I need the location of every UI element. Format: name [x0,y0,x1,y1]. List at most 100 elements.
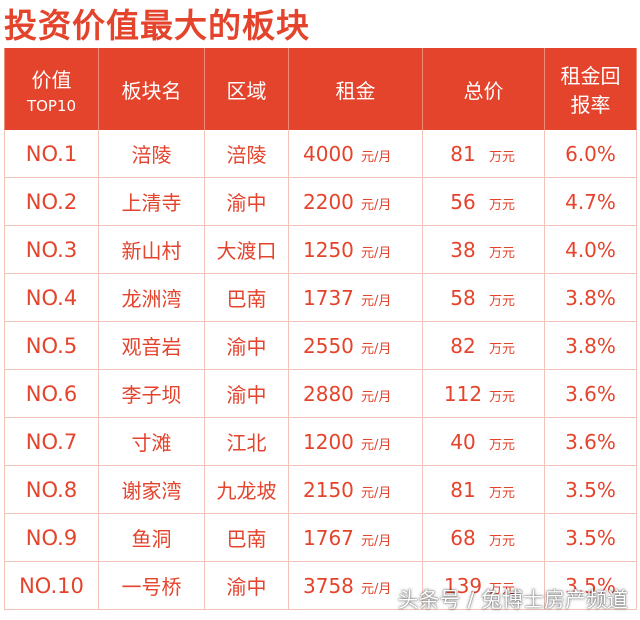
region-cell: 渝中 [204,369,289,418]
price-cell: 68 万元 [422,513,545,562]
return-rate-cell: 3.6% [544,417,637,466]
rent-value: 1737 [303,285,354,310]
rent-cell: 1250 元/月 [288,225,423,274]
rent-cell: 2880 元/月 [288,369,423,418]
rank-cell: NO.6 [4,369,99,418]
rent-value: 4000 [303,141,354,166]
rent-cell: 1767 元/月 [288,513,423,562]
price-value: 81 [450,141,476,166]
rank-cell: NO.9 [4,513,99,562]
return-rate-cell: 3.5% [544,561,637,610]
price-unit: 万元 [489,197,516,213]
return-rate-cell: 3.8% [544,273,637,322]
region-cell: 渝中 [204,321,289,370]
price-value: 81 [450,477,476,502]
district-name-cell: 新山村 [98,225,205,274]
price-value: 56 [450,189,476,214]
page-title: 投资价值最大的板块 [4,6,310,45]
rank-cell: NO.4 [4,273,99,322]
return-rate-cell: 4.0% [544,225,637,274]
price-value: 112 [443,381,483,406]
column-header-region: 区域 [204,48,289,130]
table-row: NO.4 龙洲湾 巴南 1737 元/月 58 万元 3.8% [4,273,637,322]
region-cell: 巴南 [204,513,289,562]
price-cell: 38 万元 [422,225,545,274]
region-cell: 大渡口 [204,225,289,274]
district-name-cell: 谢家湾 [98,465,205,514]
table-row: NO.3 新山村 大渡口 1250 元/月 38 万元 4.0% [4,225,637,274]
table-row: NO.8 谢家湾 九龙坡 2150 元/月 81 万元 3.5% [4,465,637,514]
price-cell: 112 万元 [422,369,545,418]
return-rate-cell: 3.5% [544,465,637,514]
rank-cell: NO.8 [4,465,99,514]
value-ranking-table: 价值 TOP10 板块名 区域 租金 总价 租金回 报率 NO.1 涪陵 涪陵 400… [4,48,637,610]
price-cell: 81 万元 [422,465,545,514]
price-unit: 万元 [489,341,516,357]
rent-unit: 元/月 [361,581,392,597]
price-unit: 万元 [489,533,516,549]
district-name-cell: 观音岩 [98,321,205,370]
region-cell: 巴南 [204,273,289,322]
rent-cell: 2200 元/月 [288,177,423,226]
price-unit: 万元 [489,293,516,309]
rent-unit: 元/月 [361,293,392,309]
rank-cell: NO.5 [4,321,99,370]
price-unit: 万元 [489,245,516,261]
price-unit: 万元 [489,581,516,597]
column-header-name: 板块名 [98,48,205,130]
column-header-price: 总价 [422,48,545,130]
price-cell: 56 万元 [422,177,545,226]
watermark-text: 头条号 / 兔博士房产频道 [397,588,628,612]
rent-value: 1250 [303,237,354,262]
table-row: NO.5 观音岩 渝中 2550 元/月 82 万元 3.8% [4,321,637,370]
table-row: NO.9 鱼洞 巴南 1767 元/月 68 万元 3.5% [4,513,637,562]
rent-cell: 2550 元/月 [288,321,423,370]
district-name-cell: 寸滩 [98,417,205,466]
column-header-rate-line1: 租金回 [560,64,621,88]
rent-cell: 1737 元/月 [288,273,423,322]
rent-unit: 元/月 [361,149,392,165]
price-cell: 58 万元 [422,273,545,322]
price-unit: 万元 [489,485,516,501]
table-row: NO.6 李子坝 渝中 2880 元/月 112 万元 3.6% [4,369,637,418]
rent-cell: 1200 元/月 [288,417,423,466]
rank-cell: NO.2 [4,177,99,226]
district-name-cell: 鱼洞 [98,513,205,562]
return-rate-cell: 3.5% [544,513,637,562]
district-name-cell: 涪陵 [98,130,205,178]
price-value: 139 [443,573,483,598]
rent-value: 2150 [303,477,354,502]
rent-unit: 元/月 [361,341,392,357]
column-header-rank: 价值 TOP10 [4,48,99,130]
district-name-cell: 李子坝 [98,369,205,418]
price-value: 82 [450,333,476,358]
rent-unit: 元/月 [361,485,392,501]
price-cell: 139 万元 [422,561,545,610]
rank-cell: NO.1 [4,130,99,178]
price-unit: 万元 [489,149,516,165]
column-header-rank-line1: 价值 [31,67,72,92]
column-header-rank-line2: TOP10 [26,96,77,115]
column-header-rate-line2: 报率 [570,93,611,117]
district-name-cell: 一号桥 [98,561,205,610]
header-row: 价值 TOP10 板块名 区域 租金 总价 租金回 报率 [4,48,637,130]
rent-value: 1200 [303,429,354,454]
rent-unit: 元/月 [361,245,392,261]
rent-unit: 元/月 [361,533,392,549]
price-cell: 40 万元 [422,417,545,466]
price-cell: 81 万元 [422,130,545,178]
price-value: 40 [450,429,476,454]
return-rate-cell: 4.7% [544,177,637,226]
price-value: 68 [450,525,476,550]
rent-cell: 4000 元/月 [288,130,423,178]
rent-value: 2550 [303,333,354,358]
return-rate-cell: 6.0% [544,130,637,178]
region-cell: 江北 [204,417,289,466]
price-value: 38 [450,237,476,262]
price-unit: 万元 [489,437,516,453]
rent-unit: 元/月 [361,197,392,213]
table-row: NO.7 寸滩 江北 1200 元/月 40 万元 3.6% [4,417,637,466]
column-header-rent: 租金 [288,48,423,130]
rent-cell: 3758 元/月 [288,561,423,610]
price-unit: 万元 [489,389,516,405]
